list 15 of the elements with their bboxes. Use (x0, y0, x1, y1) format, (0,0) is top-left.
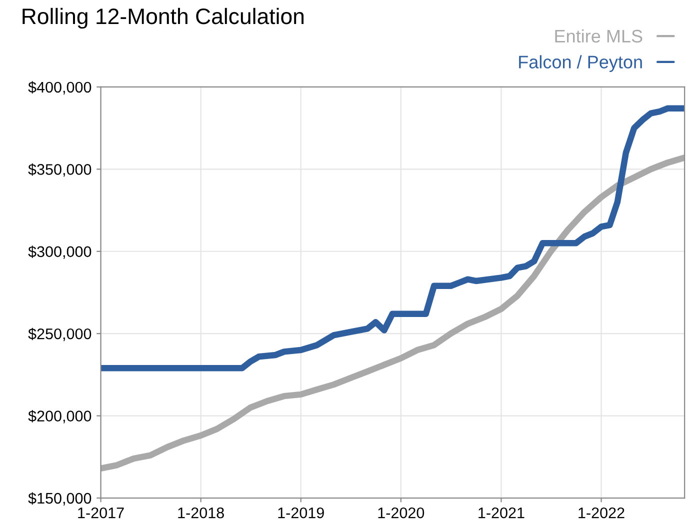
y-tick-label: $400,000 (28, 81, 92, 94)
y-tick-label: $150,000 (28, 492, 92, 506)
x-tick-label: 1-2020 (378, 507, 424, 518)
chart-title: Rolling 12-Month Calculation (22, 8, 304, 29)
legend-label: Entire MLS (555, 29, 642, 43)
legend-label: Falcon / Peyton (519, 55, 642, 72)
x-tick-label: 1-2022 (578, 507, 624, 518)
y-tick-label: $250,000 (28, 328, 92, 342)
y-tick-label: $200,000 (28, 410, 92, 424)
y-tick-label: $300,000 (28, 246, 92, 259)
x-tick-label: 1-2019 (278, 507, 324, 518)
x-tick-label: 1-2018 (178, 507, 224, 518)
y-tick-label: $350,000 (28, 163, 92, 177)
x-tick-label: 1-2021 (478, 507, 524, 518)
x-tick-label: 1-2017 (78, 507, 124, 518)
